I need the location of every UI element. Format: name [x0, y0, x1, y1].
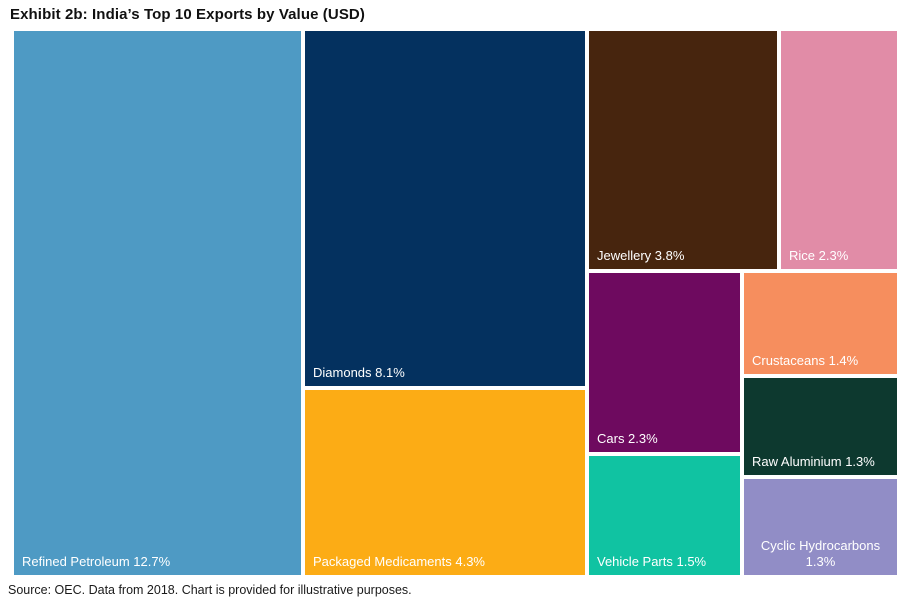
treemap-cell-label-crustaceans: Crustaceans 1.4%: [752, 352, 859, 368]
treemap-cell-label-jewellery: Jewellery 3.8%: [597, 247, 685, 263]
treemap-cell-packaged-medicaments: Packaged Medicaments 4.3%: [305, 390, 585, 575]
treemap-cell-label-diamonds: Diamonds 8.1%: [313, 364, 405, 380]
treemap-cell-cyclic-hydrocarbons: Cyclic Hydrocarbons 1.3%: [744, 479, 897, 575]
treemap-cell-label-raw-aluminium: Raw Aluminium 1.3%: [752, 453, 875, 469]
treemap-cell-jewellery: Jewellery 3.8%: [589, 31, 777, 269]
treemap-cell-label-vehicle-parts: Vehicle Parts 1.5%: [597, 553, 707, 569]
treemap-cell-label-packaged-medicaments: Packaged Medicaments 4.3%: [313, 553, 485, 569]
chart-title: Exhibit 2b: India’s Top 10 Exports by Va…: [10, 6, 365, 23]
treemap-cell-crustaceans: Crustaceans 1.4%: [744, 273, 897, 374]
treemap-cell-label-cyclic-hydrocarbons: Cyclic Hydrocarbons 1.3%: [760, 537, 881, 569]
treemap-cell-refined-petroleum: Refined Petroleum 12.7%: [14, 31, 301, 575]
treemap-cell-label-cars: Cars 2.3%: [597, 430, 658, 446]
treemap-cell-raw-aluminium: Raw Aluminium 1.3%: [744, 378, 897, 475]
treemap-cell-rice: Rice 2.3%: [781, 31, 897, 269]
treemap-cell-label-rice: Rice 2.3%: [789, 247, 849, 263]
treemap-cell-cars: Cars 2.3%: [589, 273, 740, 452]
treemap-cell-label-refined-petroleum: Refined Petroleum 12.7%: [22, 553, 171, 569]
treemap-cell-diamonds: Diamonds 8.1%: [305, 31, 585, 386]
treemap-chart: Refined Petroleum 12.7% Diamonds 8.1% Pack…: [14, 31, 897, 575]
source-note: Source: OEC. Data from 2018. Chart is pr…: [8, 583, 412, 597]
treemap-cell-vehicle-parts: Vehicle Parts 1.5%: [589, 456, 740, 575]
